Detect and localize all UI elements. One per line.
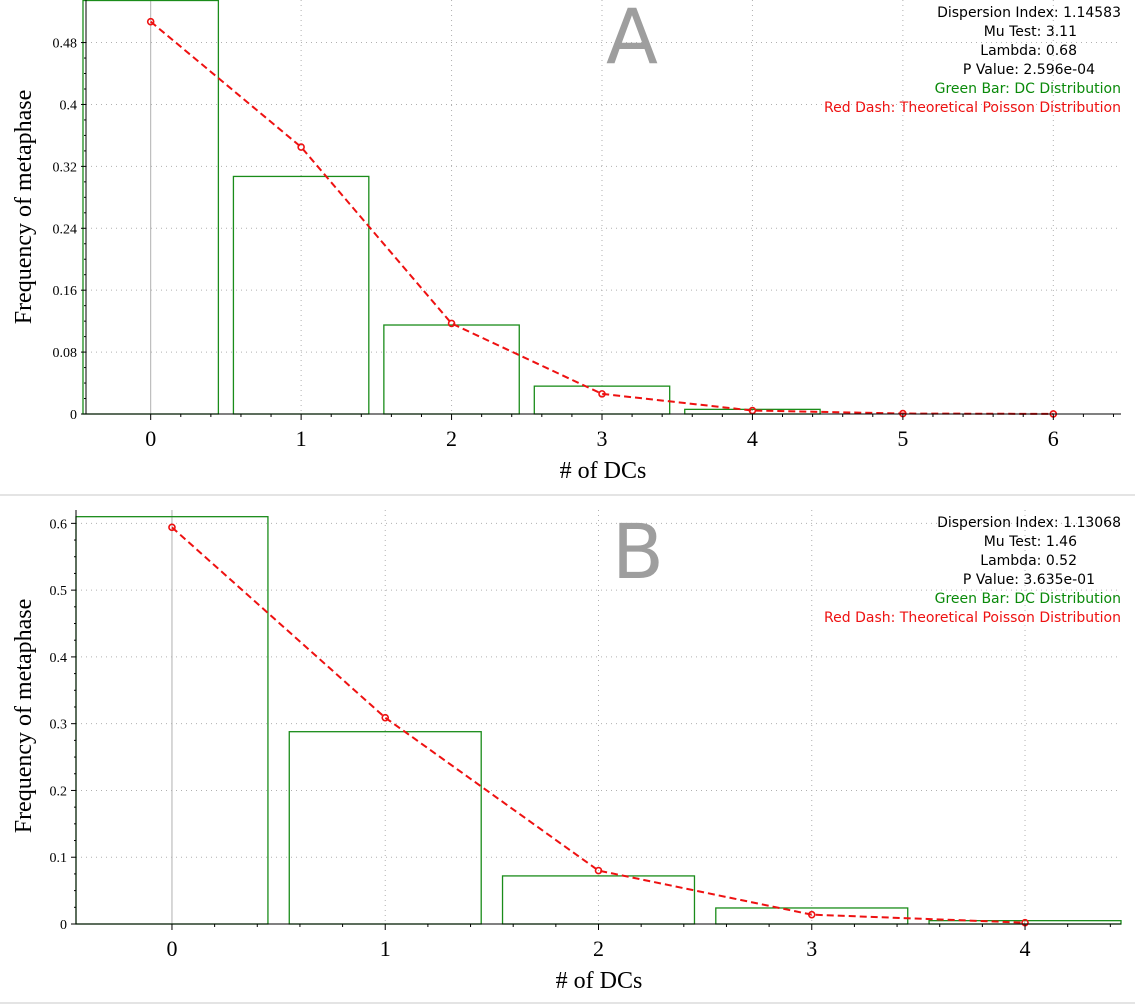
stat-dispersion-b: Dispersion Index: 1.13068 — [937, 515, 1121, 531]
legend-red-b: Red Dash: Theoretical Poisson Distributi… — [824, 610, 1121, 626]
panel-letter-b: B — [612, 507, 664, 596]
x-axis-label-a: # of DCs — [560, 458, 647, 484]
y-tick-label-b: 0 — [60, 918, 67, 933]
panel-a: 0 0.08 0.16 0.24 0.32 0.4 0.48 0 1 2 3 4 5 6 A # of … — [11, 0, 1121, 484]
stats-box-b: Dispersion Index: 1.13068 Mu Test: 1.46 … — [824, 515, 1121, 626]
panel-letter-a: A — [606, 0, 658, 81]
x-ticks-b: 0 1 2 3 4 — [166, 924, 1111, 961]
y-tick-label-a: 0.16 — [53, 284, 78, 299]
poisson-point-a — [598, 390, 606, 398]
stat-dispersion-a: Dispersion Index: 1.14583 — [937, 5, 1121, 21]
poisson-b — [168, 523, 1029, 927]
x-tick-label-b: 2 — [593, 936, 604, 961]
y-tick-label-b: 0.4 — [50, 651, 68, 666]
stat-mu-a: Mu Test: 3.11 — [984, 24, 1077, 40]
y-tick-label-a: 0.08 — [53, 346, 78, 361]
legend-green-b: Green Bar: DC Distribution — [935, 591, 1121, 607]
y-axis-label-a: Frequency of metaphase — [11, 90, 37, 325]
stat-lambda-a: Lambda: 0.68 — [980, 43, 1077, 59]
x-axis-label-b: # of DCs — [556, 968, 643, 994]
stat-pvalue-b: P Value: 3.635e-01 — [963, 572, 1095, 588]
x-tick-label-b: 3 — [806, 936, 817, 961]
x-tick-label-a: 3 — [596, 426, 607, 451]
stat-mu-b: Mu Test: 1.46 — [984, 534, 1077, 550]
x-tick-label-a: 6 — [1048, 426, 1059, 451]
x-tick-label-a: 0 — [145, 426, 156, 451]
y-tick-label-b: 0.3 — [50, 718, 68, 733]
panel-b: 0 0.1 0.2 0.3 0.4 0.5 0.6 0 1 2 3 4 B # of DCs Fre… — [11, 507, 1122, 994]
grid-a — [86, 0, 1121, 414]
y-tick-label-b: 0.6 — [50, 517, 68, 532]
y-tick-label-b: 0.2 — [50, 784, 68, 799]
poisson-point-b — [807, 910, 816, 919]
x-tick-label-a: 1 — [296, 426, 307, 451]
y-tick-label-a: 0.4 — [60, 98, 78, 113]
x-tick-label-b: 0 — [166, 936, 177, 961]
y-axis-label-b: Frequency of metaphase — [11, 599, 37, 834]
x-tick-label-b: 4 — [1020, 936, 1031, 961]
y-tick-label-b: 0.5 — [50, 584, 68, 599]
poisson-point-a — [146, 17, 155, 26]
poisson-point-b — [594, 866, 603, 875]
grid-b — [76, 510, 1121, 924]
poisson-point-a — [447, 319, 456, 328]
y-tick-label-a: 0 — [70, 408, 77, 423]
y-ticks-b: 0 0.1 0.2 0.3 0.4 0.5 0.6 — [50, 517, 76, 933]
x-tick-label-a: 5 — [897, 426, 908, 451]
y-ticks-a: 0 0.08 0.16 0.24 0.32 0.4 0.48 — [53, 37, 86, 423]
x-tick-label-a: 4 — [747, 426, 758, 451]
poisson-line-b — [171, 526, 1026, 924]
x-tick-label-b: 1 — [380, 936, 391, 961]
y-tick-label-a: 0.24 — [53, 222, 78, 237]
y-tick-label-a: 0.32 — [53, 160, 78, 175]
y-tick-label-a: 0.48 — [53, 37, 78, 52]
x-tick-label-a: 2 — [446, 426, 457, 451]
x-ticks-a: 0 1 2 3 4 5 6 — [145, 414, 1114, 451]
poisson-point-a — [297, 143, 305, 151]
axes-a — [85, 0, 1121, 415]
poisson-point-b — [381, 713, 390, 722]
legend-red-a: Red Dash: Theoretical Poisson Distributi… — [824, 100, 1121, 116]
legend-green-a: Green Bar: DC Distribution — [935, 81, 1121, 97]
stat-pvalue-a: P Value: 2.596e-04 — [963, 62, 1095, 78]
stats-box-a: Dispersion Index: 1.14583 Mu Test: 3.11 … — [824, 5, 1121, 116]
y-tick-label-b: 0.1 — [50, 851, 68, 866]
stat-lambda-b: Lambda: 0.52 — [980, 553, 1077, 569]
poisson-point-b — [168, 523, 176, 532]
